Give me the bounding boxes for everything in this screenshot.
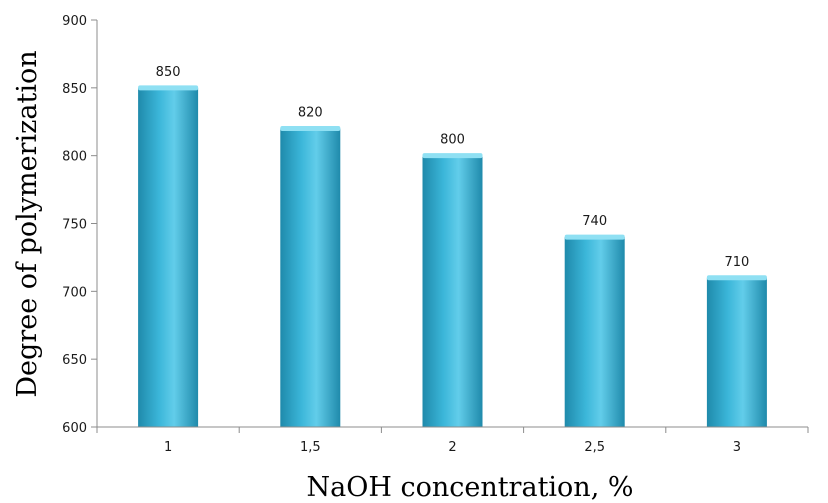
bar-top-cap (422, 153, 483, 159)
x-tick-label: 2,5 (584, 440, 605, 455)
bar-value-label: 850 (156, 65, 181, 80)
bars (138, 85, 767, 428)
bar-value-label: 800 (440, 133, 465, 148)
bar-body (138, 87, 199, 427)
bar-body (706, 277, 767, 427)
y-tick-label: 750 (62, 218, 87, 233)
x-tick-label: 1,5 (300, 440, 321, 455)
bar (422, 153, 483, 427)
x-axis-ticks: 1 1,5 2 2,5 3 (96, 427, 809, 455)
bar-top-cap (138, 85, 199, 91)
bar-value-label: 740 (582, 214, 607, 229)
y-tick-label: 650 (62, 353, 87, 368)
x-axis-title: NaOH concentration, % (306, 472, 633, 503)
data-labels: 850 820 800 740 710 (156, 65, 750, 270)
bar-top-cap (706, 275, 767, 281)
bar-top-cap (564, 234, 625, 240)
bar-value-label: 710 (724, 255, 749, 270)
x-tick-label: 3 (733, 440, 741, 455)
y-tick-label: 600 (62, 421, 87, 436)
x-tick-label: 1 (164, 440, 172, 455)
y-axis-title: Degree of polymerization (12, 50, 43, 397)
y-axis-ticks: 600 650 700 750 800 850 900 (62, 14, 97, 436)
bar-top-cap (280, 126, 341, 132)
y-tick-label: 800 (62, 150, 87, 165)
bar (138, 85, 199, 427)
bar-body (280, 128, 341, 428)
bar-value-label: 820 (298, 106, 323, 121)
bar-body (422, 155, 483, 427)
y-tick-label: 850 (62, 82, 87, 97)
y-tick-label: 700 (62, 285, 87, 300)
bar (280, 126, 341, 428)
bar-body (564, 237, 625, 427)
bar (564, 234, 625, 427)
y-tick-label: 900 (62, 14, 87, 29)
bar (706, 275, 767, 427)
x-tick-label: 2 (448, 440, 456, 455)
